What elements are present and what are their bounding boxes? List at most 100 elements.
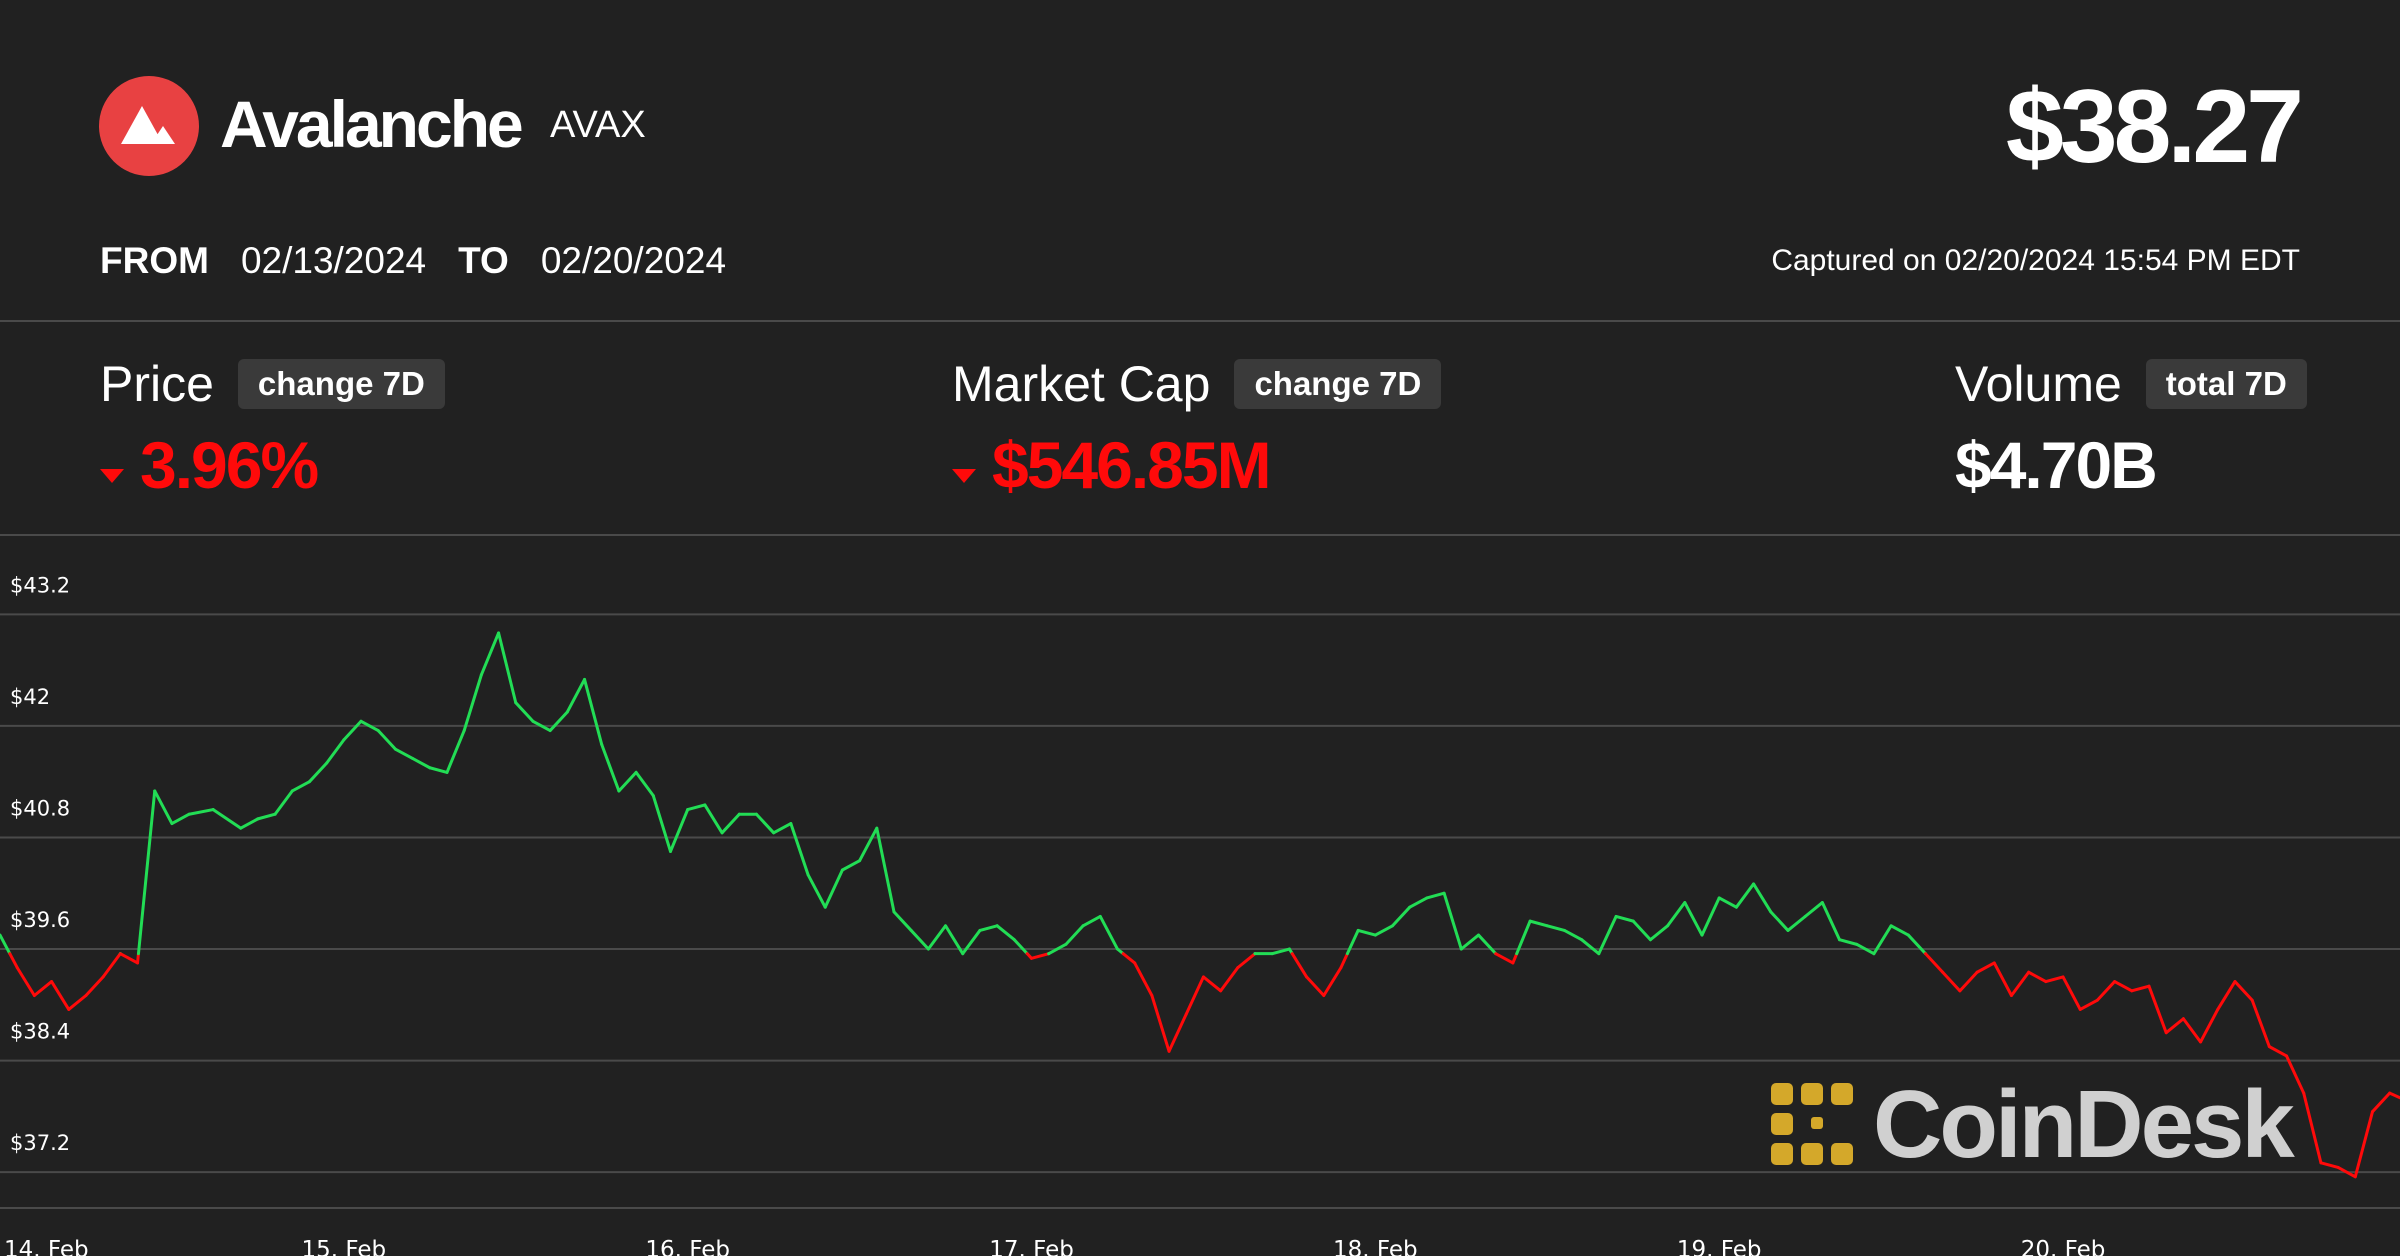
series-segment	[32, 980, 54, 997]
series-segment	[2285, 1054, 2306, 1095]
series-segment	[1477, 933, 1498, 956]
series-segment	[462, 673, 483, 733]
coindesk-watermark: CoinDesk	[1765, 1070, 2295, 1180]
from-date: 02/13/2024	[240, 240, 427, 281]
to-date: 02/20/2024	[540, 240, 727, 281]
price-chart: $37.2 $38.4 $39.6 $40.8 $42 $43.2 14. Feb 15. F…	[0, 573, 2400, 1256]
series-segment	[239, 817, 260, 830]
x-tick-label: 15. Feb	[302, 1237, 387, 1256]
series-segment	[875, 826, 896, 914]
avalanche-logo-icon	[99, 76, 199, 176]
series-segment	[1666, 901, 1687, 928]
series-segment	[290, 780, 311, 793]
metric-price-chip: change 7D	[237, 359, 445, 409]
series-segment	[2216, 980, 2237, 1011]
metric-market-cap: Market Cap change 7D $546.85M	[952, 355, 1442, 503]
series-segment	[2302, 1091, 2323, 1165]
series-segment	[978, 924, 999, 932]
series-segment	[1339, 952, 1349, 970]
series-segment	[1992, 961, 2013, 997]
avalanche-logo-glyph	[121, 106, 175, 144]
series-segment	[754, 812, 776, 835]
series-segment	[2147, 984, 2168, 1035]
series-segment	[2267, 1045, 2289, 1058]
series-segment	[1305, 975, 1326, 997]
chart-axis-labels: $37.2 $38.4 $39.6 $40.8 $42 $43.2 14. Feb 15. F…	[4, 573, 2105, 1256]
to-label: TO	[458, 240, 509, 281]
series-segment	[961, 928, 982, 956]
series-segment	[531, 719, 552, 733]
x-tick-label: 14. Feb	[4, 1237, 89, 1256]
metric-price-title-row: Price change 7D	[100, 355, 445, 413]
series-segment	[187, 808, 215, 816]
y-tick-label: $39.6	[10, 908, 70, 932]
series-segment	[892, 910, 913, 932]
series-segment	[1391, 905, 1412, 928]
series-segment	[15, 966, 36, 997]
series-segment	[1889, 924, 1910, 937]
series-segment	[1290, 952, 1309, 979]
series-segment	[1820, 901, 1842, 942]
series-segment	[256, 812, 277, 821]
series-segment	[1924, 952, 1945, 974]
series-segment	[1614, 914, 1635, 923]
series-segment	[651, 794, 672, 853]
series-segment	[411, 756, 432, 770]
series-segment	[1958, 970, 1979, 993]
series-segment	[1442, 891, 1463, 951]
coin-name: Avalanche	[220, 87, 524, 161]
series-segment	[2164, 1017, 2185, 1035]
series-segment	[1356, 928, 1377, 937]
series-segment	[823, 868, 844, 909]
series-segment	[170, 812, 191, 826]
series-segment	[1012, 938, 1029, 956]
metric-market-cap-value: $546.85M	[992, 428, 1272, 502]
x-tick-label: 19. Feb	[1677, 1237, 1762, 1256]
series-segment	[2370, 1091, 2392, 1114]
series-segment	[1683, 901, 1704, 937]
series-segment	[2095, 980, 2117, 1002]
series-segment	[2113, 980, 2134, 993]
series-segment	[1425, 891, 1446, 900]
x-tick-label: 18. Feb	[1333, 1237, 1418, 1256]
x-tick-label: 20. Feb	[2021, 1237, 2106, 1256]
series-segment	[514, 701, 535, 723]
header-divider	[0, 320, 2400, 322]
series-segment	[2353, 1110, 2374, 1179]
x-tick-label: 17. Feb	[989, 1237, 1074, 1256]
series-segment	[0, 933, 12, 956]
series-segment	[1597, 914, 1618, 956]
coin-symbol: AVAX	[550, 104, 646, 146]
series-segment	[703, 803, 724, 835]
series-segment	[2130, 984, 2151, 993]
series-segment	[1345, 928, 1360, 956]
series-segment	[2009, 970, 2031, 997]
series-segment	[1150, 993, 1171, 1053]
series-segment	[1219, 966, 1240, 993]
series-segment	[101, 952, 122, 979]
series-segment	[1855, 942, 1876, 956]
series-segment	[8, 952, 19, 970]
series-segment	[2319, 1161, 2340, 1169]
date-range: FROM 02/13/2024 TO 02/20/2024	[100, 240, 758, 282]
series-segment	[806, 873, 827, 909]
series-segment	[926, 924, 948, 951]
series-segment	[1786, 914, 1807, 932]
series-segment	[1769, 910, 1790, 932]
series-segment	[479, 631, 501, 677]
series-segment	[720, 812, 741, 835]
series-segment	[2181, 1017, 2203, 1044]
metric-market-cap-chip: change 7D	[1234, 359, 1442, 409]
y-tick-label: $42	[10, 685, 50, 709]
metric-market-cap-value-row: $546.85M	[952, 427, 1441, 503]
series-segment	[1030, 952, 1051, 960]
series-segment	[342, 719, 363, 742]
captured-timestamp: Captured on 02/20/2024 15:54 PM EDT	[1771, 244, 2300, 277]
series-segment	[1975, 961, 1996, 974]
down-triangle-icon	[952, 469, 976, 483]
series-segment	[1184, 975, 1205, 1016]
from-label: FROM	[100, 240, 209, 281]
chart-grid	[0, 613, 2400, 1209]
series-segment	[376, 729, 397, 751]
series-segment	[909, 928, 930, 951]
